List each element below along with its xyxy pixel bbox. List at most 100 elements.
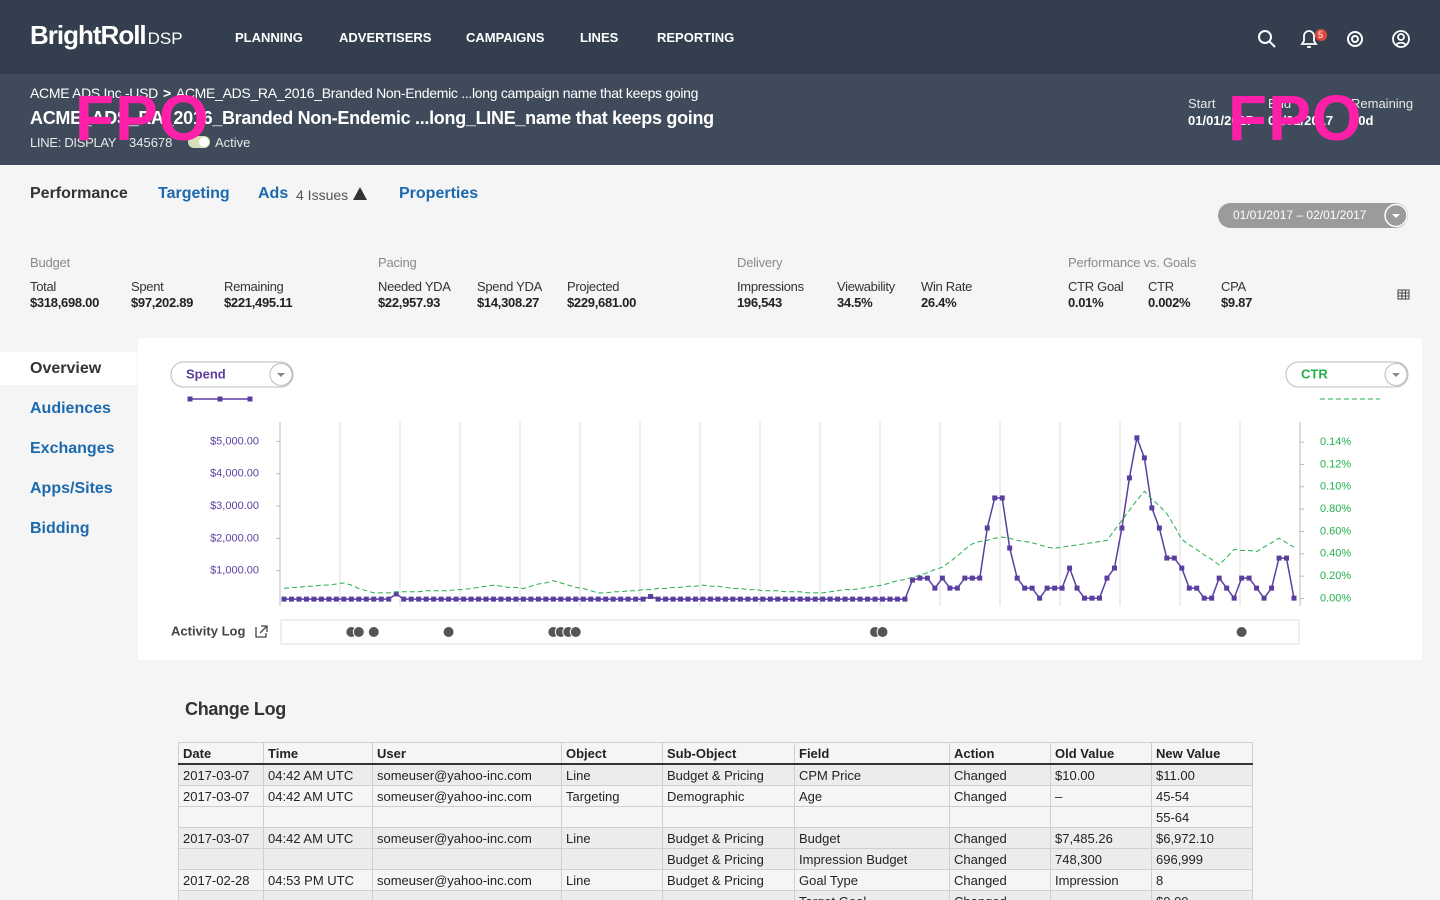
logo-text: BrightRoll [30,20,146,50]
data-point [1254,586,1259,591]
log-cell [373,891,562,900]
data-point [798,597,803,602]
data-point [1232,596,1237,601]
metric-label: Total [30,278,56,295]
data-point [296,597,301,602]
activity-event[interactable] [353,627,364,638]
data-point [341,597,346,602]
log-cell [373,807,562,828]
log-cell: – [1051,786,1152,807]
activity-event[interactable] [1236,627,1247,638]
data-point [1284,556,1289,561]
log-cell [562,891,663,900]
side-nav-active[interactable]: Overview [30,359,101,379]
help-icon[interactable] [1348,32,1362,46]
data-point [700,597,705,602]
fpo-overlay: FPO [75,84,210,152]
data-point [925,576,930,581]
nav-item[interactable]: CAMPAIGNS [466,29,544,46]
metric-value: 34.5% [837,294,872,311]
log-row: Budget & PricingImpression BudgetChanged… [179,849,1253,870]
tab[interactable]: Targeting [158,184,230,204]
notification-badge-count: 5 [1318,29,1323,42]
data-point [1112,566,1117,571]
data-point [873,597,878,602]
log-cell: 04:42 AM UTC [264,786,373,807]
log-cell: Budget & Pricing [663,849,795,870]
log-cell: Changed [950,828,1051,849]
data-point [543,597,548,602]
data-point [813,597,818,602]
data-point [1224,586,1229,591]
log-cell [663,807,795,828]
external-link-icon[interactable] [256,626,267,637]
log-cell: Line [562,764,663,786]
nav-item[interactable]: REPORTING [657,29,734,46]
data-point [364,597,369,602]
data-point [1007,546,1012,551]
nav-item[interactable]: ADVERTISERS [339,29,431,46]
data-point [932,586,937,591]
activity-event[interactable] [443,627,454,638]
data-point [1157,526,1162,531]
table-view-icon[interactable] [1398,290,1409,299]
log-cell: Changed [950,764,1051,786]
column-header: Old Value [1051,743,1152,765]
breadcrumb-item[interactable]: ACME_ADS_RA_2016_Branded Non-Endemic ...… [176,85,698,101]
activity-log-label[interactable]: Activity Log [171,623,245,638]
log-row: 55-64 [179,807,1253,828]
data-point [962,576,967,581]
data-point [1097,596,1102,601]
log-cell: 55-64 [1152,807,1253,828]
activity-event[interactable] [877,627,888,638]
data-point [356,597,361,602]
nav-item[interactable]: PLANNING [235,29,303,46]
user-icon[interactable] [1393,31,1409,47]
data-point [955,586,960,591]
data-point [618,597,623,602]
data-point [671,597,676,602]
side-nav-item[interactable]: Audiences [30,399,111,419]
data-point [947,586,952,591]
data-point [401,597,406,602]
logo[interactable]: BrightRollDSP [30,20,183,51]
data-point [513,597,518,602]
search-icon[interactable] [1259,31,1275,47]
date-range[interactable]: 01/01/2017 – 02/01/2017 [1233,207,1366,223]
tab[interactable]: Properties [399,184,478,204]
data-point [566,597,571,602]
metric-value: $221,495.11 [224,294,292,311]
log-cell: 2017-03-07 [179,764,264,786]
side-nav-item[interactable]: Apps/Sites [30,479,113,499]
warning-icon [353,187,367,200]
metric-value: $9.87 [1221,294,1252,311]
activity-event[interactable] [368,627,379,638]
log-cell: $10.00 [1051,764,1152,786]
legend-label: Spend [186,366,226,381]
tab-active[interactable]: Performance [30,184,128,204]
data-point [678,597,683,602]
data-point [977,576,982,581]
log-cell: 8 [1152,870,1253,891]
metric-value: $14,308.27 [477,294,539,311]
side-nav-item[interactable]: Exchanges [30,439,114,459]
data-point [551,597,556,602]
data-point [850,597,855,602]
data-point [386,597,391,602]
data-point [596,597,601,602]
line-status: Active [215,134,250,151]
side-nav-item[interactable]: Bidding [30,519,90,539]
bell-icon[interactable] [1302,31,1316,47]
nav-item[interactable]: LINES [580,29,618,46]
data-point [1142,455,1147,460]
data-point [895,597,900,602]
tab[interactable]: Ads [258,184,288,204]
log-cell [562,849,663,870]
log-cell: 2017-03-07 [179,828,264,849]
y-tick-label: $4,000.00 [210,468,259,480]
column-header: Field [795,743,950,765]
log-cell [179,807,264,828]
header-row: DateTimeUserObjectSub-ObjectFieldActionO… [179,743,1253,765]
activity-event[interactable] [570,627,581,638]
metric-label: Needed YDA [378,278,451,295]
